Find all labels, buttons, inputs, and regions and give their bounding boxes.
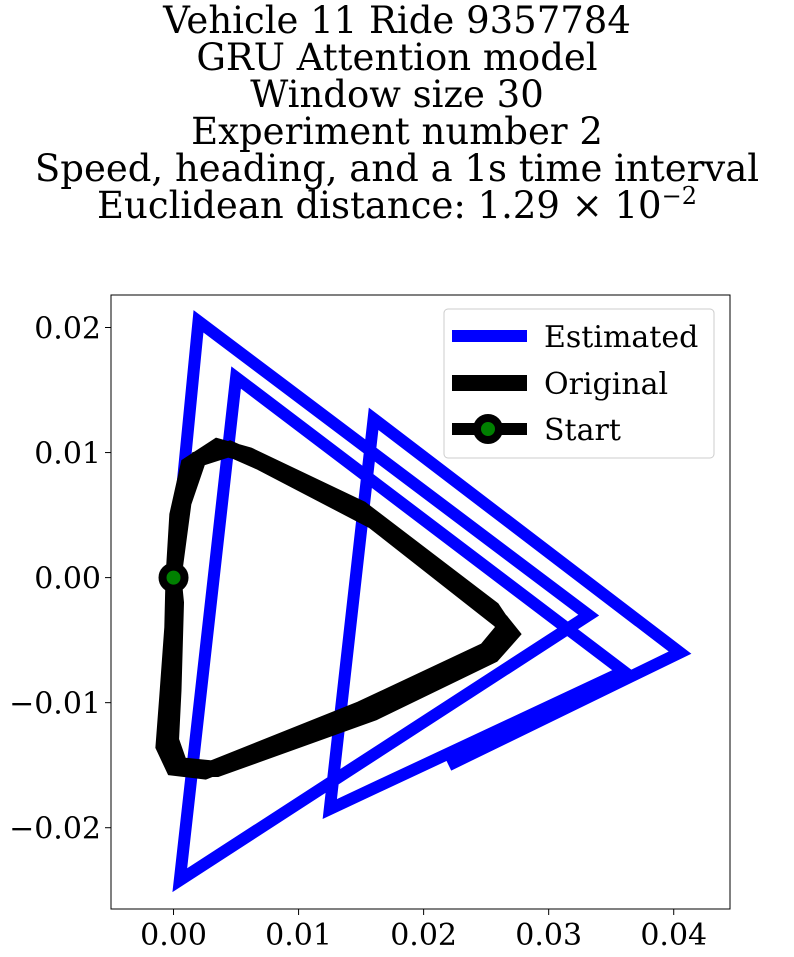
axes-frame xyxy=(110,294,731,910)
legend-label-estimated: Estimated xyxy=(544,320,698,355)
distance-text: Euclidean distance: 1.29 × 10 xyxy=(97,184,662,227)
y-tick-label: 0.01 xyxy=(34,437,101,472)
title-line-4: Experiment number 2 xyxy=(191,110,603,153)
title-line-5: Speed, heading, and a 1s time interval xyxy=(34,147,760,190)
x-tick-label: 0.02 xyxy=(390,918,457,953)
y-tick-label: −0.01 xyxy=(9,687,101,722)
chart-title: Vehicle 11 Ride 9357784 GRU Attention mo… xyxy=(0,2,794,224)
title-line-1: Vehicle 11 Ride 9357784 xyxy=(163,0,631,42)
legend-label-start: Start xyxy=(544,413,621,448)
x-tick-label: 0.00 xyxy=(140,918,207,953)
start-marker xyxy=(158,562,189,593)
x-tick-label: 0.01 xyxy=(265,918,332,953)
series-line-estimated xyxy=(167,310,692,893)
legend: Estimated Original Start xyxy=(443,308,715,459)
legend-frame xyxy=(443,308,715,459)
y-tick-label: 0.00 xyxy=(34,562,101,597)
title-line-2: GRU Attention model xyxy=(196,36,598,79)
distance-exponent: −2 xyxy=(661,182,697,210)
x-tick-label: 0.03 xyxy=(515,918,582,953)
y-tick-label: 0.02 xyxy=(34,312,101,347)
y-tick-label: −0.02 xyxy=(9,812,101,847)
x-tick-label: 0.04 xyxy=(640,918,707,953)
legend-marker-start xyxy=(473,414,503,444)
legend-label-original: Original xyxy=(544,367,668,402)
title-line-6: Euclidean distance: 1.29 × 10−2 xyxy=(0,184,794,227)
title-line-3: Window size 30 xyxy=(250,73,544,116)
plot-area xyxy=(155,310,692,893)
